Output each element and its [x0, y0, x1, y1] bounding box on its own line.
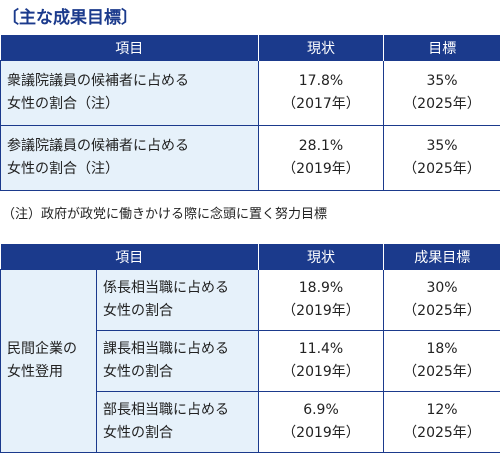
private-sector-table: 項目 現状 成果目標 民間企業の 女性登用 係長相当職に占める 女性の割合 18… — [0, 244, 500, 453]
table-row: 課長相当職に占める 女性の割合 11.4% （2019年） 18% （2025年… — [1, 330, 500, 392]
target-cell: 12% （2025年） — [383, 391, 500, 453]
row-item-label: 課長相当職に占める 女性の割合 — [96, 330, 259, 392]
target-value: 35% — [426, 73, 458, 89]
current-year: （2019年） — [282, 364, 360, 380]
current-year: （2019年） — [282, 303, 360, 319]
current-cell: 18.9% （2019年） — [258, 269, 384, 331]
current-year: （2019年） — [282, 425, 360, 441]
political-candidates-table: 項目 現状 目標 衆議院議員の候補者に占める 女性の割合（注） 17.8% （2… — [0, 35, 500, 191]
target-year: （2025年） — [403, 303, 481, 319]
target-year: （2025年） — [403, 96, 481, 112]
table-row: 衆議院議員の候補者に占める 女性の割合（注） 17.8% （2017年） 35%… — [0, 60, 500, 126]
header-target: 成果目標 — [383, 244, 500, 270]
group-label: 民間企業の 女性登用 — [0, 269, 97, 453]
current-value: 6.9% — [303, 402, 339, 418]
current-year: （2019年） — [282, 161, 360, 177]
page-title: 〔主な成果目標〕 — [2, 8, 138, 28]
table-header-row: 項目 現状 目標 — [0, 35, 500, 61]
current-cell: 11.4% （2019年） — [258, 330, 384, 392]
item-line-1: 部長相当職に占める — [103, 402, 229, 418]
row-item-label: 参議院議員の候補者に占める 女性の割合（注） — [0, 125, 259, 191]
header-current: 現状 — [258, 35, 384, 61]
target-cell: 35% （2025年） — [383, 60, 500, 126]
item-line-1: 参議院議員の候補者に占める — [7, 138, 189, 154]
header-item: 項目 — [0, 244, 259, 270]
target-year: （2025年） — [403, 425, 481, 441]
target-year: （2025年） — [403, 161, 481, 177]
current-cell: 28.1% （2019年） — [258, 125, 384, 191]
group-line-2: 女性登用 — [7, 364, 63, 380]
item-line-2: 女性の割合（注） — [7, 161, 119, 177]
current-value: 28.1% — [298, 138, 344, 154]
item-line-1: 衆議院議員の候補者に占める — [7, 73, 189, 89]
target-value: 12% — [426, 402, 458, 418]
row-item-label: 部長相当職に占める 女性の割合 — [96, 391, 259, 453]
current-value: 11.4% — [298, 341, 344, 357]
target-cell: 18% （2025年） — [383, 330, 500, 392]
footnote: （注）政府が政党に働きかける際に念頭に置く努力目標 — [2, 207, 328, 222]
group-line-1: 民間企業の — [7, 341, 77, 357]
target-cell: 35% （2025年） — [383, 125, 500, 191]
current-value: 17.8% — [298, 73, 344, 89]
target-value: 30% — [426, 280, 458, 296]
item-line-2: 女性の割合 — [103, 303, 173, 319]
table-row: 部長相当職に占める 女性の割合 6.9% （2019年） 12% （2025年） — [1, 391, 500, 453]
row-item-label: 衆議院議員の候補者に占める 女性の割合（注） — [0, 60, 259, 126]
item-line-2: 女性の割合 — [103, 425, 173, 441]
item-line-2: 女性の割合（注） — [7, 96, 119, 112]
item-line-1: 課長相当職に占める — [103, 341, 229, 357]
header-target: 目標 — [383, 35, 500, 61]
current-cell: 6.9% （2019年） — [258, 391, 384, 453]
target-year: （2025年） — [403, 364, 481, 380]
header-current: 現状 — [258, 244, 384, 270]
current-value: 18.9% — [298, 280, 344, 296]
table-header-row: 項目 現状 成果目標 — [0, 244, 500, 270]
target-value: 18% — [426, 341, 458, 357]
current-cell: 17.8% （2017年） — [258, 60, 384, 126]
item-line-2: 女性の割合 — [103, 364, 173, 380]
row-item-label: 係長相当職に占める 女性の割合 — [96, 269, 259, 331]
table-row: 民間企業の 女性登用 係長相当職に占める 女性の割合 18.9% （2019年）… — [0, 269, 500, 453]
current-year: （2017年） — [282, 96, 360, 112]
target-cell: 30% （2025年） — [383, 269, 500, 331]
target-value: 35% — [426, 138, 458, 154]
table-row: 参議院議員の候補者に占める 女性の割合（注） 28.1% （2019年） 35%… — [0, 125, 500, 191]
item-line-1: 係長相当職に占める — [103, 280, 229, 296]
header-item: 項目 — [0, 35, 259, 61]
